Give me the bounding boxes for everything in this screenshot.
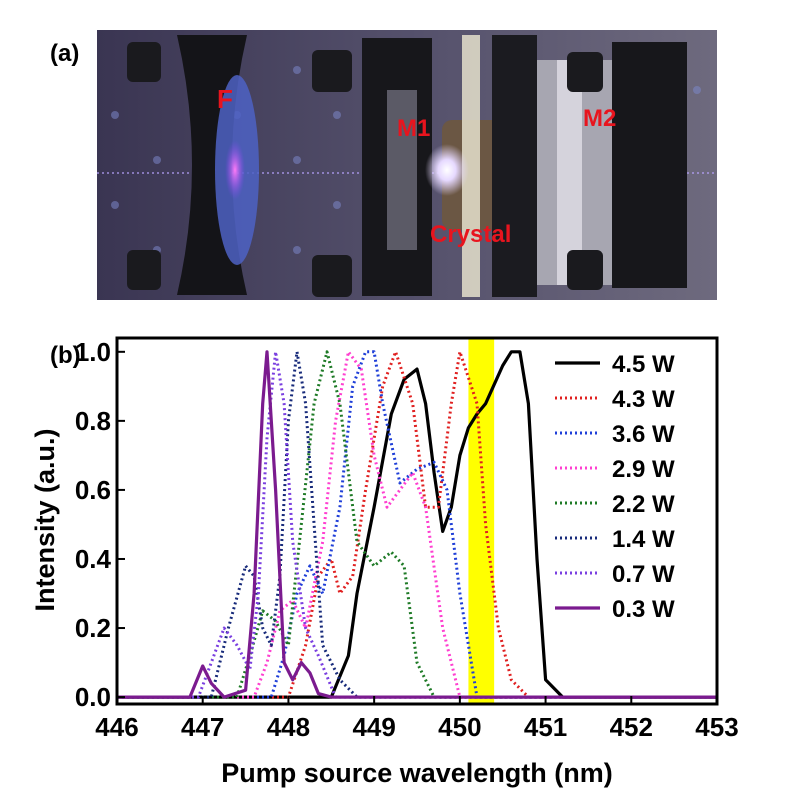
series-line-2 [117, 350, 717, 699]
legend-label-5: 1.4 W [612, 526, 675, 553]
x-tick-label: 453 [695, 712, 738, 742]
component-label-f: F [217, 84, 233, 114]
legend-label-6: 0.7 W [612, 561, 675, 588]
series-line-0 [117, 350, 717, 699]
cavity-photo: F M1 Crystal M2 [97, 30, 717, 300]
x-tick-label: 451 [524, 712, 567, 742]
component-label-crystal: Crystal [430, 221, 511, 248]
legend-label-1: 4.3 W [612, 386, 675, 413]
y-tick-label: 0.4 [75, 544, 112, 574]
x-tick-label: 448 [267, 712, 310, 742]
x-tick-label: 447 [181, 712, 224, 742]
series-line-7 [117, 350, 717, 699]
mount-f [127, 35, 259, 295]
series-line-4 [117, 350, 717, 699]
spectrum-chart: 446 447 448 449 450 451 452 453 0.0 0.2 0.4 0.6 0.8 1… [30, 336, 739, 788]
y-tick-label: 1.0 [75, 337, 111, 367]
y-axis-label: Intensity (a.u.) [30, 428, 60, 611]
y-tick-label: 0.2 [75, 613, 111, 643]
series-line-6 [117, 350, 717, 699]
y-tick-label: 0.0 [75, 682, 111, 712]
plot-frame [115, 336, 719, 706]
legend-label-2: 3.6 W [612, 421, 675, 448]
legend: 4.5 W 4.3 W 3.6 W 2.9 W 2.2 W 1.4 W 0.7 W 0.3 W [555, 351, 675, 623]
y-tick-label: 0.8 [75, 406, 111, 436]
axes-layer: 446 447 448 449 450 451 452 453 0.0 0.2 0.4 0.6 0.8 1… [75, 337, 739, 742]
series-line-3 [117, 350, 717, 699]
series-layer [117, 350, 717, 699]
component-label-m1: M1 [397, 115, 430, 142]
x-axis-label: Pump source wavelength (nm) [221, 758, 613, 788]
y-tick-label: 0.6 [75, 475, 111, 505]
component-label-m2: M2 [583, 105, 616, 132]
x-tick-label: 449 [352, 712, 395, 742]
highlight-band [468, 338, 495, 704]
x-tick-label: 446 [95, 712, 138, 742]
mount-m2 [537, 42, 687, 290]
legend-label-3: 2.9 W [612, 456, 675, 483]
crystal-assembly [425, 35, 537, 297]
legend-label-4: 2.2 W [612, 491, 675, 518]
panel-a-label: (a) [50, 40, 80, 67]
x-tick-label: 452 [610, 712, 653, 742]
highlight-band-layer [468, 338, 495, 704]
mount-m1 [312, 38, 432, 297]
x-tick-label: 450 [438, 712, 481, 742]
legend-label-7: 0.3 W [612, 596, 675, 623]
panel-b-label: (b) [50, 342, 81, 369]
legend-label-0: 4.5 W [612, 351, 675, 378]
